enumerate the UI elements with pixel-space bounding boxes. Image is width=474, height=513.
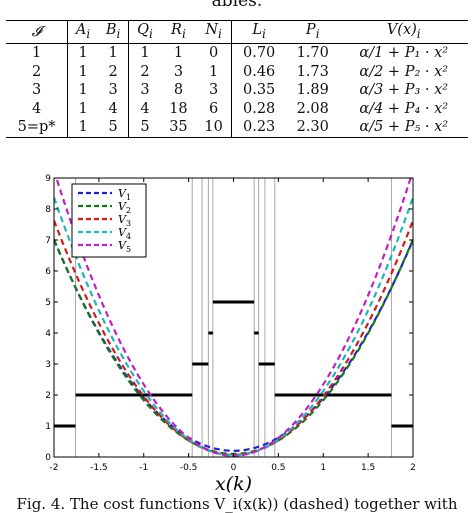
x-tick-label: -0.5 [180, 463, 198, 473]
table-cell: 1 [67, 62, 99, 82]
legend-label-V5: V5 [118, 239, 131, 254]
table-cell: 0.70 [231, 43, 286, 63]
table-cell: 4 [108, 100, 118, 117]
legend-label-V4: V4 [118, 226, 131, 241]
table-cell: 1 [67, 43, 99, 63]
col-header: 𝓘 [31, 23, 42, 40]
table-cell: 1 [209, 63, 219, 80]
y-tick-label: 8 [45, 205, 51, 215]
table-cell: 1.89 [296, 82, 329, 99]
y-tick-label: 2 [45, 391, 51, 401]
y-tick-label: 0 [45, 453, 51, 463]
table-row: 2 1 2 2 3 1 0.46 1.73 α/2 + P₂ · x² [6, 62, 468, 82]
table-row: 5=p* 1 5 5 35 10 0.23 2.30 α/5 + P₅ · x² [6, 118, 468, 138]
y-tick-label: 4 [45, 329, 51, 339]
table-cell: 1 [173, 45, 184, 62]
table-cell: 1 [31, 45, 42, 62]
table-cell: 1.70 [296, 45, 329, 62]
y-tick-label: 7 [45, 236, 51, 246]
y-tick-label: 9 [45, 174, 51, 184]
table-cell: 3 [209, 82, 219, 99]
x-tick-label: -2 [50, 463, 59, 473]
table-cell: 1 [67, 81, 99, 100]
col-header: Ri [171, 22, 186, 41]
col-header: Ai [67, 20, 99, 44]
table-header-row: 𝓘 Ai Bi Qi Ri Ni Li Pi V(x)i [6, 20, 468, 44]
table-cell: 35 [169, 119, 188, 136]
table-cell: 1.73 [296, 63, 329, 80]
series-line-V2 [54, 238, 413, 456]
table-cell: 0.35 [231, 81, 286, 100]
table-cell: α/5 + P₅ · x² [359, 119, 449, 136]
table-cell: 2.08 [296, 100, 329, 117]
table-cell: 1 [67, 118, 99, 138]
series-line-V1 [54, 239, 413, 452]
table-cell: 18 [169, 100, 188, 117]
table-cell: 5 [128, 118, 161, 138]
col-header: Ni [205, 22, 222, 41]
col-header: Qi [128, 20, 161, 44]
col-header: Bi [105, 22, 121, 41]
col-header: Li [231, 20, 286, 44]
table-cell: 3 [108, 82, 118, 99]
table-cell: α/4 + P₄ · x² [359, 100, 449, 117]
legend-label-V1: V1 [118, 187, 131, 202]
table-cell: 1 [108, 45, 118, 62]
table-row: 4 1 4 4 18 6 0.28 2.08 α/4 + P₄ · x² [6, 99, 468, 119]
table-cell: 8 [173, 82, 184, 99]
x-tick-label: -1 [139, 463, 148, 473]
parameters-table: 𝓘 Ai Bi Qi Ri Ni Li Pi V(x)i 1 1 1 1 1 0 0.70 1… [6, 20, 468, 138]
y-tick-label: 5 [45, 298, 51, 308]
table-row: 3 1 3 3 8 3 0.35 1.89 α/3 + P₃ · x² [6, 81, 468, 100]
table-cell: 2.30 [296, 119, 329, 136]
caption-top: ables. [211, 0, 263, 11]
col-header: V(x)i [386, 22, 421, 41]
cost-function-chart: -2 -1.5 -1 -0.5 0 0.5 1 1.5 20123456789x(k)V1V2V… [45, 174, 416, 494]
y-tick-label: 6 [45, 267, 51, 277]
table-cell: 4 [128, 99, 161, 119]
table-cell: 5 [108, 119, 118, 136]
figure-caption: Fig. 4. The cost functions V_i(x(k)) (da… [16, 495, 458, 513]
table-cell: 1 [67, 99, 99, 119]
x-tick-label: -1.5 [90, 463, 108, 473]
table-cell: 1 [128, 43, 161, 63]
x-tick-label: 0.5 [271, 463, 285, 473]
table-cell: 3 [31, 82, 42, 99]
x-tick-label: 1.5 [361, 463, 375, 473]
table-cell: 4 [31, 100, 42, 117]
table-cell: 2 [108, 63, 118, 80]
x-tick-label: 2 [410, 463, 416, 473]
table-cell: 0.28 [231, 99, 286, 119]
table-row: 1 1 1 1 1 0 0.70 1.70 α/1 + P₁ · x² [6, 43, 468, 63]
series-line-V3 [54, 220, 413, 457]
y-tick-label: 1 [45, 422, 51, 432]
x-axis-label: x(k) [215, 473, 252, 494]
legend-label-V2: V2 [118, 200, 131, 215]
table-cell: α/3 + P₃ · x² [359, 82, 449, 99]
table-cell: 3 [128, 81, 161, 100]
table-cell: 0.23 [231, 118, 286, 138]
table-cell: α/1 + P₁ · x² [359, 45, 449, 62]
table-cell: 3 [173, 63, 184, 80]
table-cell: 0 [209, 45, 219, 62]
table-cell: α/2 + P₂ · x² [359, 63, 449, 80]
table-cell: 0.46 [231, 62, 286, 82]
table-cell: 2 [31, 63, 42, 80]
y-tick-label: 3 [45, 360, 51, 370]
table-cell: 5=p* [17, 119, 56, 136]
x-tick-label: 0 [231, 463, 237, 473]
x-tick-label: 1 [320, 463, 326, 473]
table-cell: 2 [128, 62, 161, 82]
series-line-V4 [54, 197, 413, 457]
table-cell: 6 [209, 100, 219, 117]
legend-box [71, 183, 147, 258]
legend-label-V3: V3 [118, 213, 131, 228]
col-header: Pi [305, 22, 320, 41]
table-cell: 10 [204, 119, 223, 136]
